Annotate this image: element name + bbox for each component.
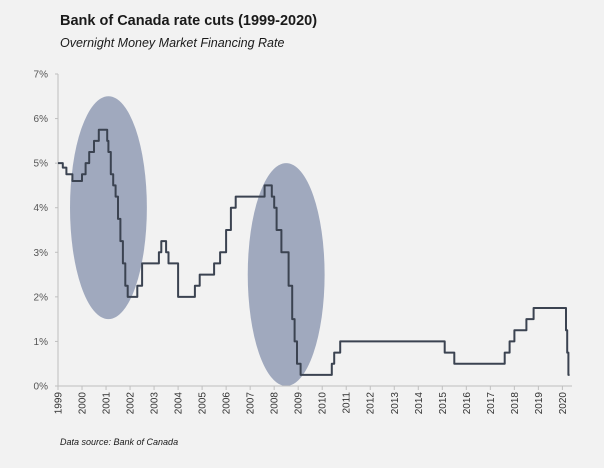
x-tick-label: 2005 — [198, 392, 209, 415]
x-tick-label: 2011 — [342, 392, 353, 414]
y-tick-label: 2% — [34, 292, 49, 303]
x-tick-label: 2018 — [510, 392, 521, 415]
y-tick-label: 4% — [34, 203, 49, 214]
x-tick-label: 2015 — [438, 392, 449, 415]
highlight-ellipse-2 — [247, 163, 325, 386]
x-tick-label: 2014 — [414, 392, 425, 415]
x-tick-label: 2010 — [318, 392, 329, 415]
data-source-note: Data source: Bank of Canada — [60, 437, 179, 447]
series-layer — [58, 128, 570, 376]
x-tick-label: 1999 — [54, 392, 65, 415]
x-tick-label: 2009 — [294, 392, 305, 415]
chart-subtitle: Overnight Money Market Financing Rate — [60, 36, 285, 50]
x-tick-label: 2017 — [486, 392, 497, 415]
y-tick-label: 6% — [34, 114, 49, 125]
x-tick-label: 2019 — [534, 392, 545, 415]
x-tick-label: 2016 — [462, 392, 473, 415]
x-tick-label: 2020 — [558, 392, 569, 415]
x-tick-label: 2013 — [390, 392, 401, 415]
x-tick-label: 2008 — [270, 392, 281, 415]
x-tick-label: 2000 — [78, 392, 89, 415]
x-tick-label: 2007 — [246, 392, 257, 415]
chart-axes: 0% 1% 2% 3% 4% 5% 6% 7% 1999 2000 2001 2002 2003 2004… — [34, 70, 572, 415]
y-tick-label: 3% — [34, 248, 49, 259]
x-tick-label: 2003 — [150, 392, 161, 415]
y-tick-label: 0% — [34, 382, 49, 393]
x-tick-label: 2001 — [102, 392, 113, 415]
highlight-ellipse-1 — [70, 96, 147, 320]
series-line-1 — [58, 128, 570, 376]
y-tick-label: 7% — [34, 70, 49, 81]
x-tick-label: 2004 — [174, 392, 185, 415]
chart-title: Bank of Canada rate cuts (1999-2020) — [60, 13, 318, 29]
y-tick-label: 5% — [34, 159, 49, 170]
x-tick-label: 2012 — [366, 392, 377, 415]
x-tick-label: 2002 — [126, 392, 137, 415]
y-tick-label: 1% — [34, 337, 49, 348]
x-tick-label: 2006 — [222, 392, 233, 415]
